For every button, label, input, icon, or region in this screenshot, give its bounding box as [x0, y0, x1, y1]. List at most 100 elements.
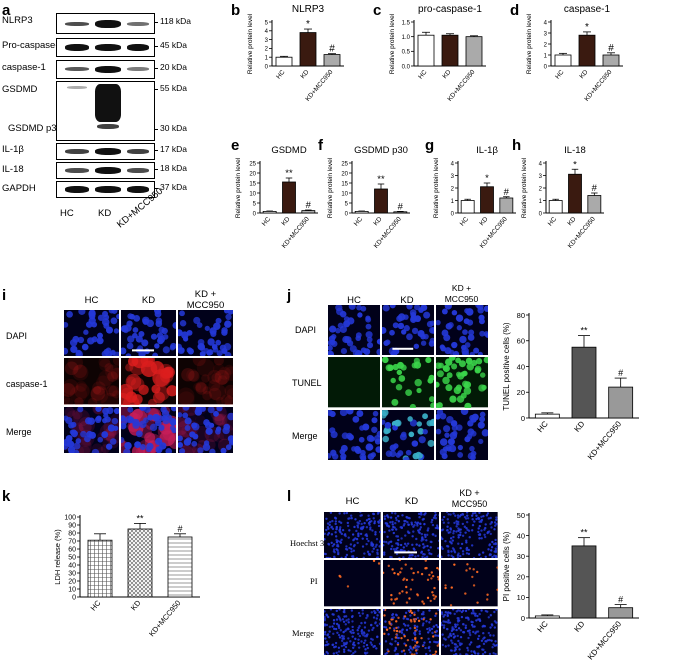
significance-mark: * [306, 19, 310, 30]
panel-label-l: l [287, 488, 292, 505]
chart-title: IL-18 [564, 145, 586, 156]
kda-il1b: 17 kDa [160, 144, 187, 154]
y-tick-label: 3 [539, 174, 543, 180]
micro-j-row-tunel: TUNEL [292, 378, 322, 388]
y-tick-label: 50 [517, 511, 525, 520]
micro-l-col-kdmcc: KD + MCC950 [451, 488, 488, 509]
micro-l-row-hoechst: Hoechst 33342 [290, 538, 342, 548]
blot-caspase1 [56, 60, 155, 79]
micrograph [441, 512, 498, 559]
x-tick-label: KD+MCC950 [147, 599, 182, 639]
bar-kd-mcc950 [301, 210, 316, 214]
micrograph [178, 358, 233, 405]
bar-kd [578, 34, 596, 67]
micro-i-row-merge: Merge [6, 427, 32, 437]
panel-label-i: i [2, 287, 7, 304]
chart-caspase1: caspase-1 Relative protein level 0 1 2 3 4 HC * K… [526, 4, 623, 103]
kda-caspase1: 20 kDa [160, 62, 187, 72]
y-tick-label: 2 [265, 47, 269, 53]
micro-i-col-kdmcc: KD + MCC950 [186, 289, 225, 311]
bar-hc [87, 539, 113, 598]
y-axis-label: PI positive cells (%) [502, 531, 511, 601]
micrograph [382, 512, 440, 559]
y-tick-label: 3 [544, 31, 548, 37]
bar-hc [354, 211, 369, 214]
y-tick-label: 0.5 [402, 50, 411, 56]
micro-l-row-pi: PI [310, 576, 318, 586]
bar-kd [299, 32, 317, 67]
micro-l-col-kd: KD [404, 496, 419, 507]
y-tick-label: 70 [68, 539, 76, 546]
y-tick-label: 2 [451, 186, 455, 192]
chart-title: NLRP3 [292, 4, 325, 15]
bar-kd-mcc950 [602, 54, 620, 67]
y-tick-label: 10 [341, 191, 348, 197]
y-tick-label: 1.5 [402, 20, 411, 26]
x-tick-label: HC [536, 419, 550, 434]
micrograph [328, 409, 380, 460]
kda-gsdmd-p30: 30 kDa [160, 123, 187, 133]
micrograph [64, 310, 119, 357]
significance-mark: ** [580, 528, 588, 538]
x-tick-label: HC [275, 69, 287, 81]
chart-procaspase1: pro-caspase-1 Relative protein level 0.0 0.… [389, 4, 486, 103]
scale-bar [392, 347, 414, 350]
y-tick-label: 20 [517, 388, 525, 397]
y-tick-label: 25 [249, 161, 256, 167]
micrograph [121, 358, 176, 405]
micrograph [328, 305, 380, 356]
y-tick-label: 10 [517, 593, 525, 602]
y-tick-label: 0 [521, 614, 525, 623]
bar-kd-mcc950 [465, 36, 483, 67]
y-tick-label: 2 [539, 186, 543, 192]
micro-j-col-kd: KD [400, 295, 414, 306]
x-tick-label: KD [372, 216, 383, 228]
x-tick-label: KD [299, 69, 310, 81]
micro-grid-j [328, 305, 488, 460]
bar-hc [554, 54, 572, 67]
panel-label-c: c [373, 2, 382, 19]
y-tick-label: 60 [517, 337, 525, 346]
bar-kd-mcc950 [608, 607, 634, 619]
bar-hc [275, 56, 293, 67]
bar-kd [127, 528, 153, 598]
y-tick-label: 0 [521, 414, 525, 423]
micro-j-row-merge: Merge [292, 431, 318, 441]
blot-x-kd: KD [98, 208, 112, 219]
bar-hc [534, 413, 560, 419]
y-tick-label: 0 [265, 64, 269, 70]
y-axis-label: TUNEL positive cells (%) [502, 322, 511, 411]
y-axis-label: LDH release (%) [53, 529, 62, 585]
blot-label-procaspase1: Pro-caspase-1 [2, 40, 64, 51]
bar-kd [571, 346, 597, 419]
y-axis-label: Relative protein level [433, 157, 440, 218]
scale-bar [393, 551, 417, 554]
micrograph [178, 310, 233, 357]
micro-j-col-hc: HC [347, 295, 361, 306]
y-tick-label: 3 [451, 174, 455, 180]
bar-kd [571, 545, 597, 619]
y-tick-label: 1 [539, 199, 543, 205]
y-tick-label: 10 [249, 191, 256, 197]
y-tick-label: 20 [68, 579, 76, 586]
blot-label-gsdmd: GSDMD [2, 84, 38, 95]
blot-gsdmd [56, 81, 155, 141]
y-tick-label: 50 [68, 555, 76, 562]
blot-label-gsdmd-p30: GSDMD p30 [8, 123, 62, 134]
kda-nlrp3: 118 kDa [160, 16, 192, 26]
x-tick-label: KD [572, 619, 586, 633]
micrograph [324, 608, 381, 655]
significance-mark: # [177, 524, 182, 534]
y-tick-label: 20 [341, 171, 348, 177]
scale-bar [132, 349, 154, 352]
y-tick-label: 2 [544, 42, 548, 48]
chart-title: pro-caspase-1 [418, 4, 482, 15]
chart-title: GSDMD [271, 145, 307, 156]
y-axis-label: Relative protein level [247, 13, 254, 74]
bar-hc [548, 200, 563, 214]
y-tick-label: 4 [539, 161, 543, 167]
